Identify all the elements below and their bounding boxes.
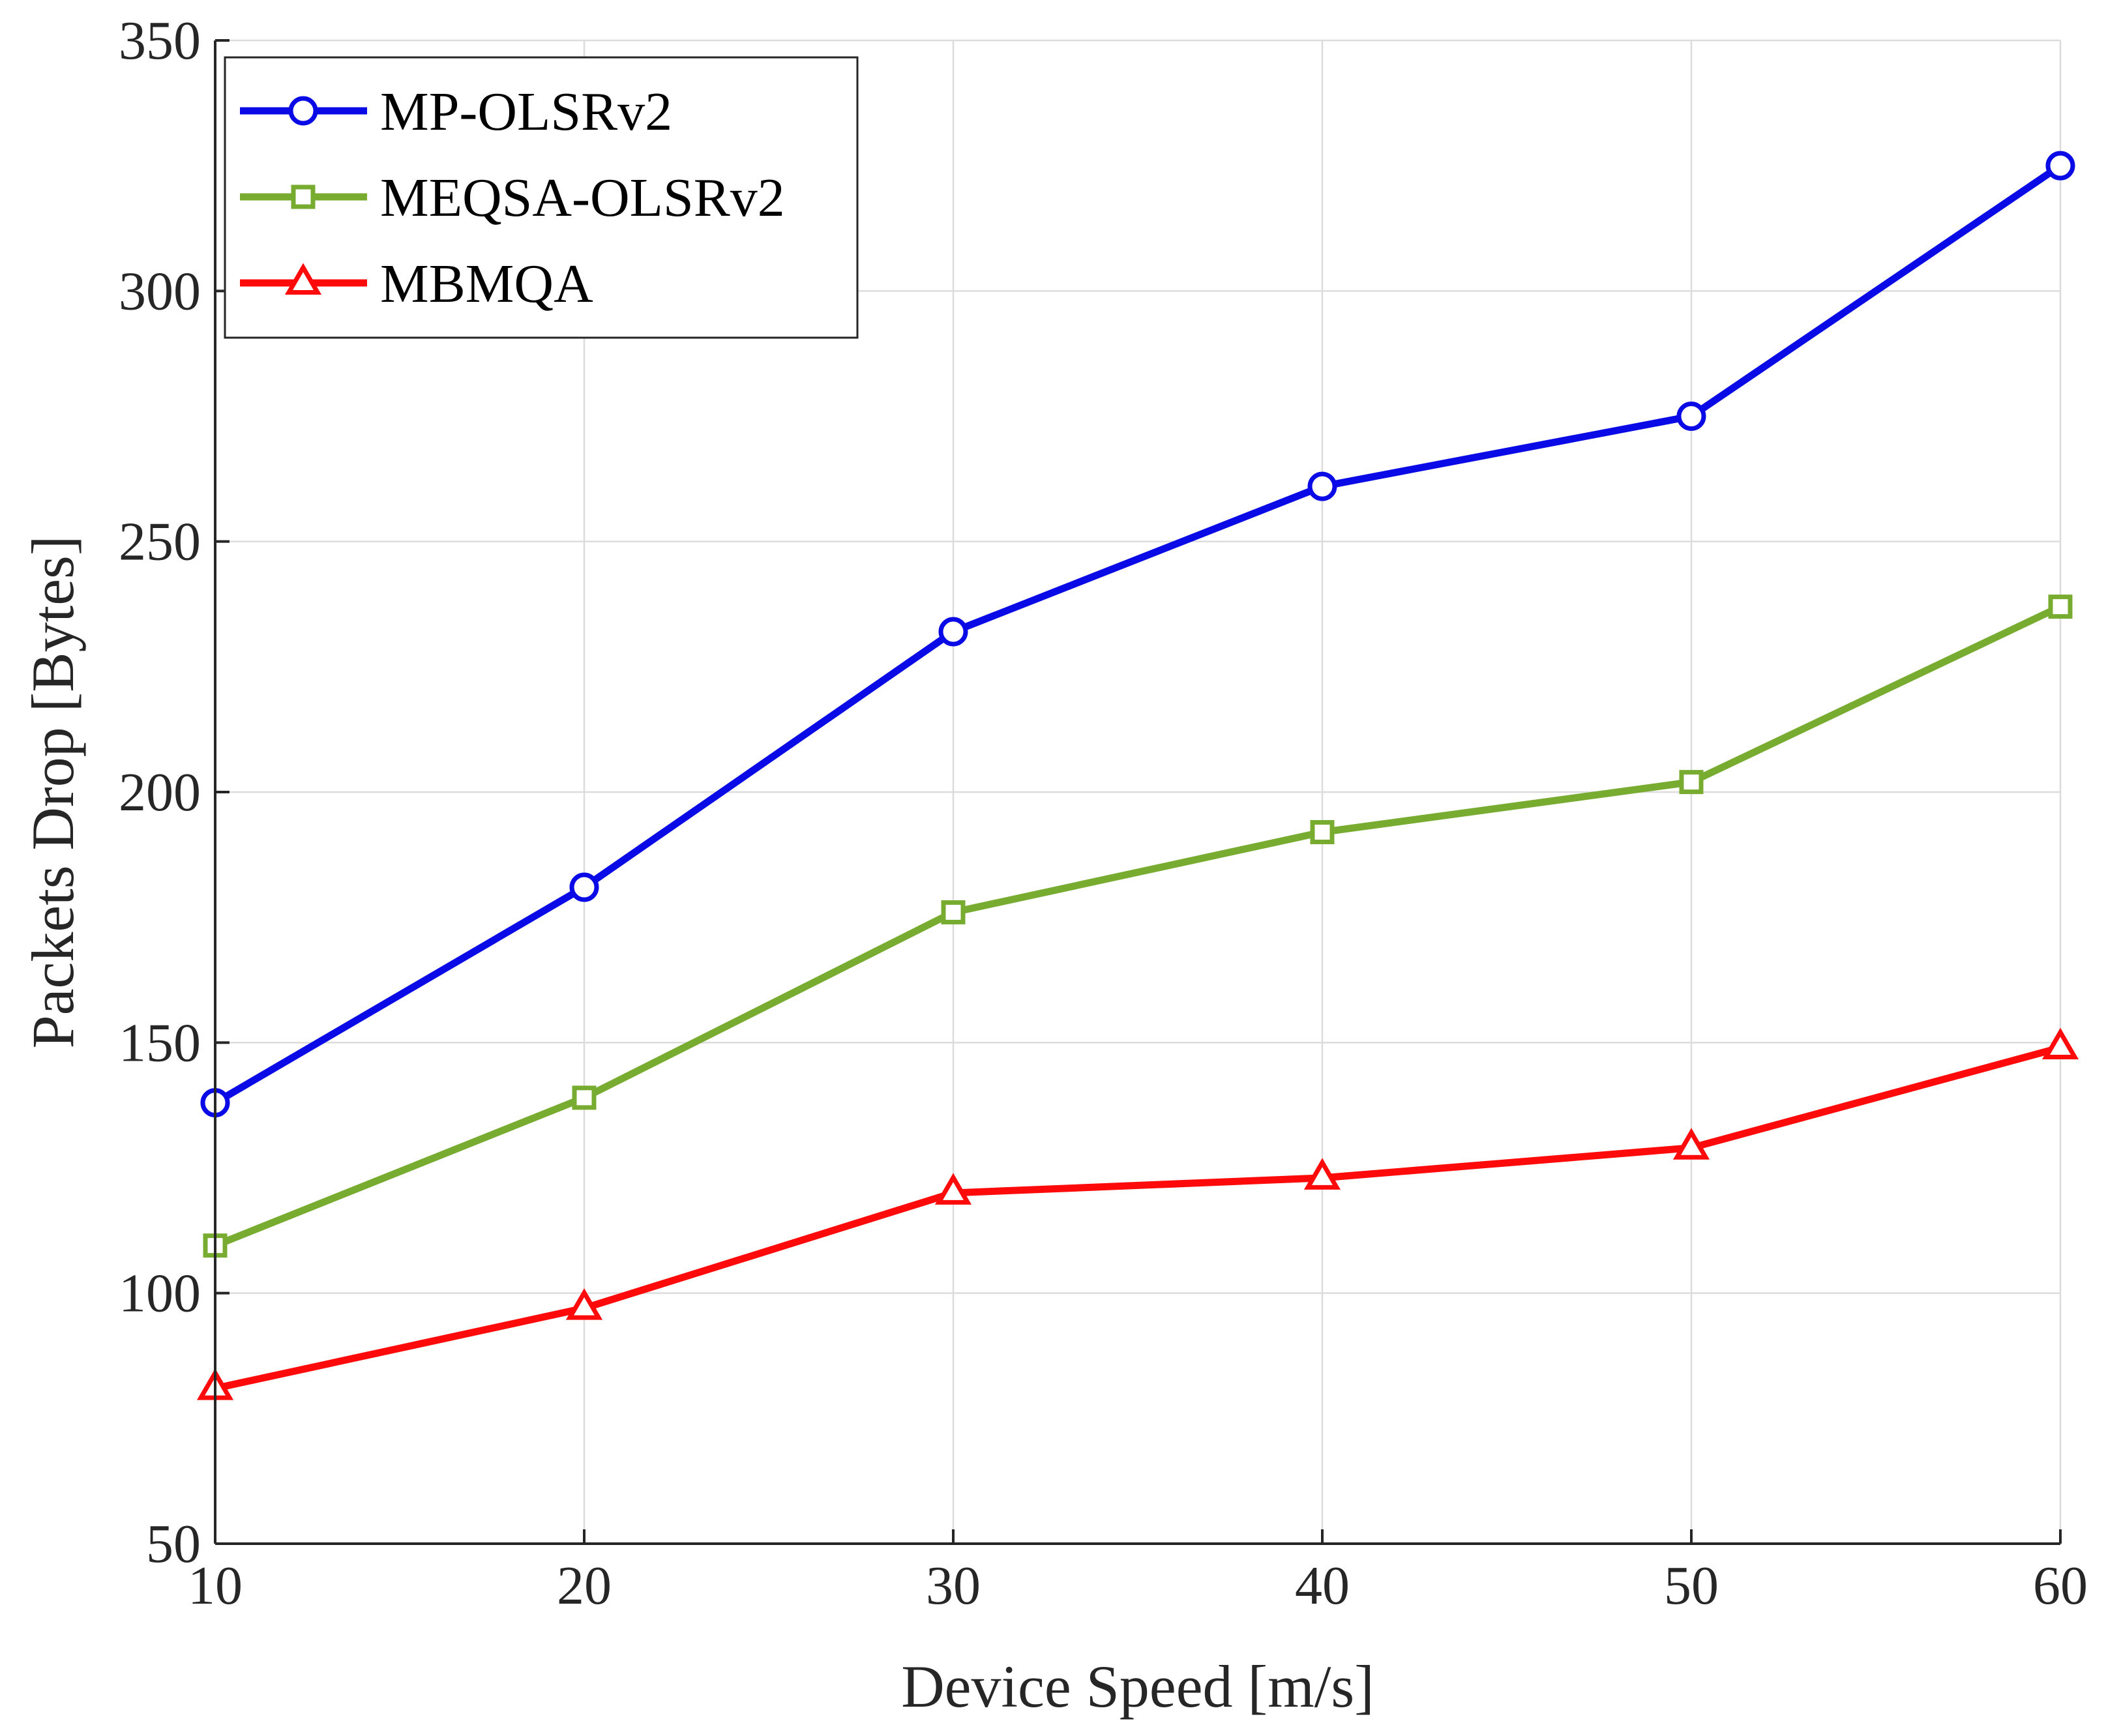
legend-label: MP-OLSRv2 xyxy=(380,81,672,142)
x-tick-label: 30 xyxy=(926,1555,981,1616)
legend: MP-OLSRv2 MEQSA-OLSRv2 MBMQA xyxy=(224,56,859,339)
data-point xyxy=(1303,1158,1341,1190)
series-mbmqa xyxy=(196,1027,2079,1400)
series-line xyxy=(213,603,2062,1249)
y-axis-title: Packets Drop [Bytes] xyxy=(20,536,86,1049)
y-tick-label: 250 xyxy=(119,512,201,572)
x-axis-title: Device Speed [m/s] xyxy=(901,1653,1374,1720)
y-tick-label: 50 xyxy=(146,1514,201,1574)
data-point xyxy=(1307,471,1337,501)
x-tick-label: 10 xyxy=(188,1555,243,1616)
data-point xyxy=(941,900,966,924)
data-point xyxy=(934,1173,972,1205)
data-point xyxy=(1672,1128,1710,1160)
y-tick-label: 350 xyxy=(119,10,201,71)
grid xyxy=(214,39,2062,1545)
x-tick-label: 40 xyxy=(1295,1555,1350,1616)
data-point xyxy=(569,872,599,902)
legend-item: MBMQA xyxy=(240,254,593,314)
data-point xyxy=(1310,819,1335,844)
legend-item: MEQSA-OLSRv2 xyxy=(240,168,785,228)
y-tick-label: 300 xyxy=(119,261,201,321)
x-tick-label: 20 xyxy=(557,1555,612,1616)
data-point xyxy=(2045,151,2075,181)
data-point xyxy=(1676,402,1706,431)
series-mp-olsrv2 xyxy=(200,151,2075,1118)
legend-label: MEQSA-OLSRv2 xyxy=(380,168,785,228)
data-point xyxy=(2041,1027,2079,1059)
data-point xyxy=(938,617,968,647)
y-tick-label: 100 xyxy=(119,1263,201,1324)
x-tick-label: 50 xyxy=(1664,1555,1719,1616)
series-group xyxy=(196,151,2079,1400)
axes: 10 20 30 40 50 60 50 100 150 200 250 300 350 xyxy=(119,10,2088,1616)
data-point xyxy=(2048,595,2073,619)
data-point xyxy=(565,1288,603,1320)
data-point xyxy=(572,1085,597,1110)
y-tick-label: 150 xyxy=(119,1012,201,1073)
legend-item: MP-OLSRv2 xyxy=(240,81,672,142)
legend-marker xyxy=(291,184,316,209)
legend-label: MBMQA xyxy=(380,254,593,314)
legend-marker xyxy=(284,263,322,295)
legend-marker xyxy=(288,96,318,126)
series-line xyxy=(214,1044,2062,1392)
x-tick-label: 60 xyxy=(2033,1555,2088,1616)
y-tick-label: 200 xyxy=(119,762,201,823)
data-point xyxy=(1679,770,1704,795)
series-line xyxy=(213,162,2063,1106)
